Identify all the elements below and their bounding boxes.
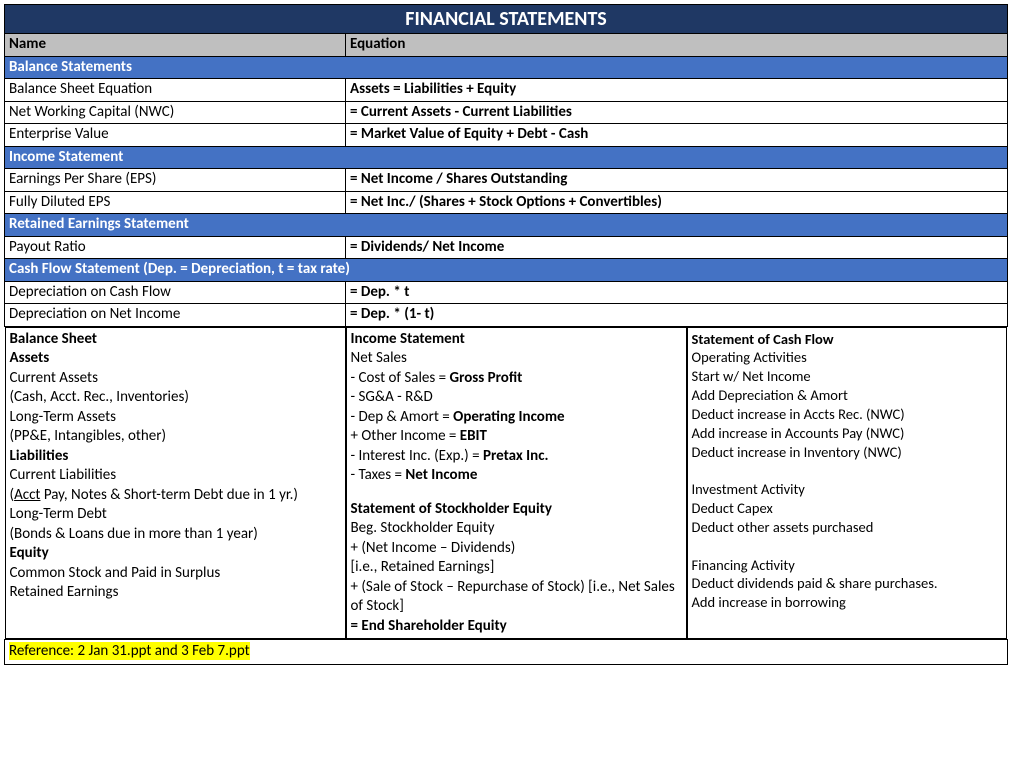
block-title: Income Statement — [351, 330, 682, 350]
col-name: Name — [5, 34, 346, 57]
balance-sheet-block: Balance Sheet Assets Current Assets (Cas… — [5, 327, 346, 640]
table-row: Fully Diluted EPS= Net Inc./ (Shares + S… — [5, 191, 1008, 214]
section-heading: Balance Statements — [5, 56, 1008, 79]
table-row: Net Working Capital (NWC)= Current Asset… — [5, 101, 1008, 124]
financial-statements-table: FINANCIAL STATEMENTS Name Equation Balan… — [4, 4, 1008, 665]
table-row: Payout Ratio= Dividends/ Net Income — [5, 236, 1008, 259]
income-statement-block: Income Statement Net Sales - Cost of Sal… — [351, 330, 682, 486]
reference-text: Reference: 2 Jan 31.ppt and 3 Feb 7.ppt — [9, 642, 250, 660]
income-stockholder-block: Income Statement Net Sales - Cost of Sal… — [346, 327, 687, 640]
block-title: Statement of Stockholder Equity — [351, 500, 682, 520]
section-heading: Cash Flow Statement (Dep. = Depreciation… — [5, 259, 1008, 282]
col-equation: Equation — [346, 34, 1008, 57]
table-row: Balance Sheet EquationAssets = Liabiliti… — [5, 79, 1008, 102]
table-row: Enterprise Value= Market Value of Equity… — [5, 124, 1008, 147]
section-heading: Income Statement — [5, 146, 1008, 169]
liab-line: (Acct Pay, Notes & Short-term Debt due i… — [10, 486, 341, 506]
summary-3col: Balance Sheet Assets Current Assets (Cas… — [5, 327, 1008, 640]
block-title: Balance Sheet — [10, 330, 341, 350]
table-row: Depreciation on Cash Flow = Dep. * t — [5, 281, 1008, 304]
reference-row: Reference: 2 Jan 31.ppt and 3 Feb 7.ppt — [5, 640, 1008, 665]
block-title: Statement of Cash Flow — [692, 330, 1003, 349]
cash-flow-block: Statement of Cash Flow Operating Activit… — [687, 327, 1008, 640]
section-heading: Retained Earnings Statement — [5, 214, 1008, 237]
stockholder-equity-block: Statement of Stockholder Equity Beg. Sto… — [351, 500, 682, 637]
table-row: Earnings Per Share (EPS)= Net Income / S… — [5, 169, 1008, 192]
page-title: FINANCIAL STATEMENTS — [5, 5, 1008, 34]
table-row: Depreciation on Net Income = Dep. * (1- … — [5, 304, 1008, 327]
